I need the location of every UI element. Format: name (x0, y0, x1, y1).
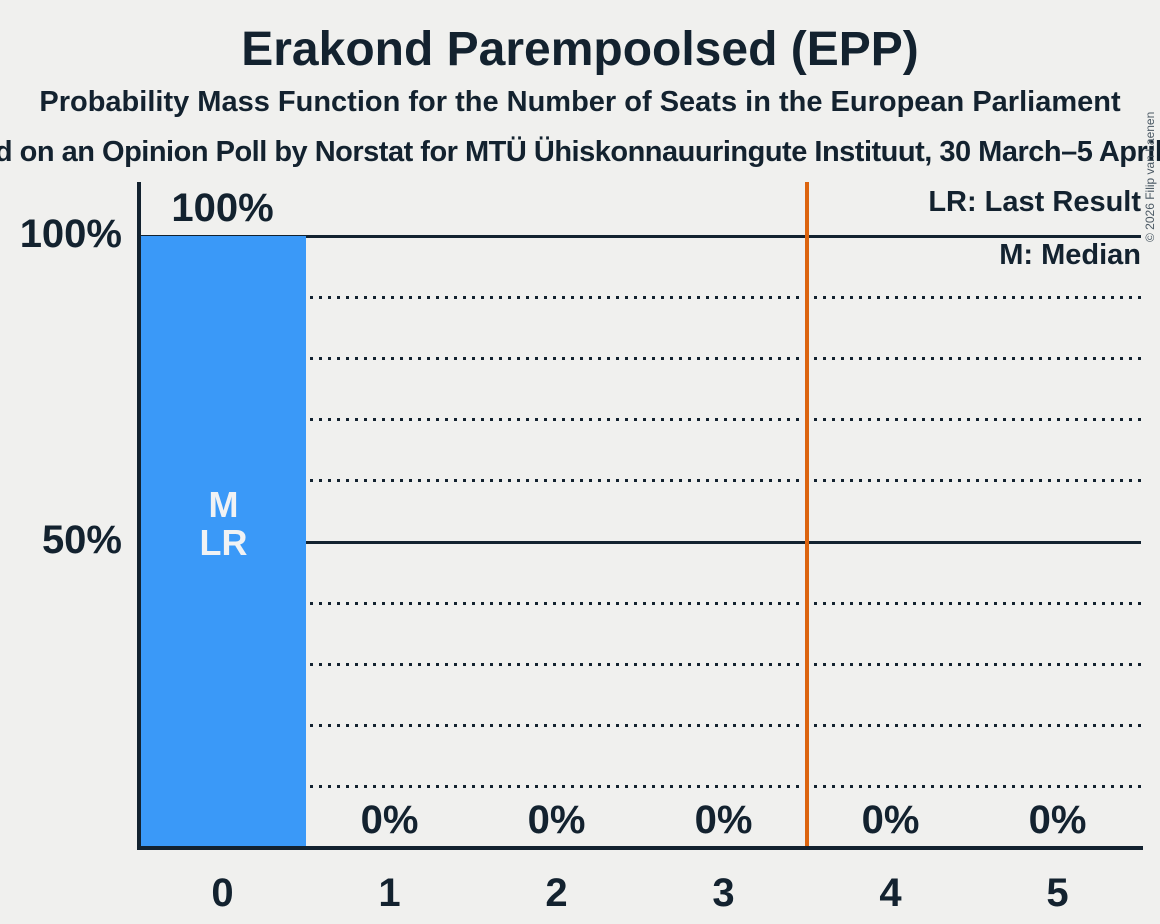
chart-title: Erakond Parempoolsed (EPP) (241, 23, 919, 76)
y-axis-line (137, 182, 141, 850)
legend-last-result: LR: Last Result (928, 186, 1141, 218)
gridline-dotted-80 (139, 356, 1141, 360)
median-marker-label: M (208, 483, 239, 525)
gridline-dotted-70 (139, 418, 1141, 422)
gridline-dotted-40 (139, 601, 1141, 605)
x-tick-label-1: 1 (378, 871, 401, 915)
plot-area: M LR 100% 0% 0% 0% 0% 0% (137, 182, 1143, 850)
x-axis-line (137, 846, 1143, 850)
gridline-dotted-10 (139, 785, 1141, 789)
threshold-line (805, 182, 809, 848)
x-tick-label-0: 0 (211, 871, 234, 915)
bar-value-label-1: 0% (360, 798, 419, 842)
y-tick-label-100: 100% (19, 212, 122, 256)
probability-bar-0: M LR (141, 236, 306, 848)
x-tick-label-3: 3 (712, 871, 735, 915)
gridline-dotted-20 (139, 724, 1141, 728)
gridline-dotted-30 (139, 662, 1141, 666)
last-result-marker-label: LR (199, 521, 248, 563)
legend-median: M: Median (999, 239, 1141, 271)
bar-value-label-4: 0% (861, 798, 920, 842)
x-tick-label-2: 2 (545, 871, 568, 915)
gridline-dotted-60 (139, 479, 1141, 483)
bar-value-label-0: 100% (171, 186, 274, 230)
bar-value-label-2: 0% (527, 798, 586, 842)
source-line: Based on an Opinion Poll by Norstat for … (0, 136, 1160, 168)
gridline-solid-100 (139, 234, 1141, 238)
gridline-solid-50 (139, 540, 1141, 544)
gridline-dotted-90 (139, 295, 1141, 299)
bar-value-label-5: 0% (1028, 798, 1087, 842)
x-tick-label-4: 4 (879, 871, 902, 915)
y-tick-label-50: 50% (41, 518, 122, 562)
chart-subtitle: Probability Mass Function for the Number… (39, 86, 1121, 118)
bar-marker-labels: M LR (141, 483, 306, 563)
copyright-notice: © 2026 Filip van Laenen (1143, 111, 1157, 242)
bar-value-label-3: 0% (694, 798, 753, 842)
x-tick-label-5: 5 (1046, 871, 1069, 915)
